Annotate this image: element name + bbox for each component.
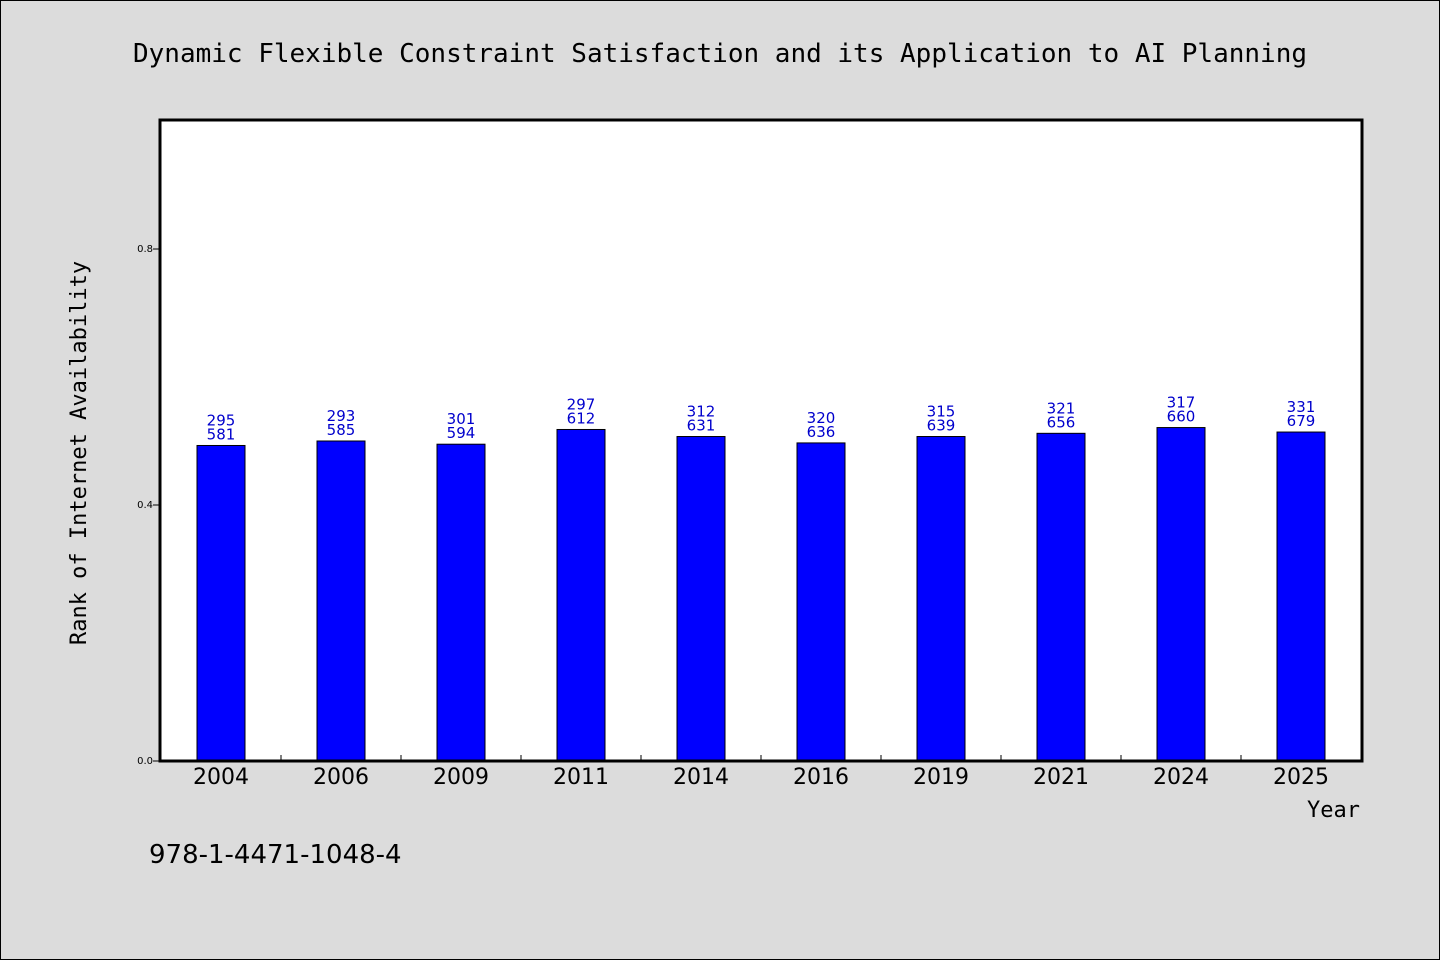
y-axis-ticks: 0.0 0.4 0.8	[137, 244, 161, 767]
y-axis-title: Rank of Internet Availability	[67, 261, 92, 645]
y-tick-label: 0.4	[137, 500, 153, 511]
bar-label-bottom: 636	[807, 423, 836, 441]
x-tick-label: 2014	[673, 765, 729, 790]
chart-title: Dynamic Flexible Constraint Satisfaction…	[133, 39, 1307, 69]
x-tick-label: 2019	[913, 765, 969, 790]
bar-label-bottom: 594	[447, 424, 476, 442]
bar-2019	[916, 436, 966, 762]
bar-2009	[436, 443, 486, 762]
bar-label-bottom: 581	[207, 425, 236, 443]
bars-group	[196, 427, 1326, 762]
bar-2016	[796, 442, 846, 762]
x-tick-label: 2004	[193, 765, 249, 790]
x-tick-label: 2011	[553, 765, 609, 790]
bar-label-bottom: 679	[1287, 412, 1316, 430]
x-tick-label: 2016	[793, 765, 849, 790]
bar-label-bottom: 612	[567, 409, 596, 427]
bar-label-top: 321	[1047, 399, 1076, 417]
bar-label-top: 315	[927, 403, 956, 421]
bar-2014	[676, 436, 726, 762]
plot-border	[158, 118, 1364, 763]
isbn-label: 978-1-4471-1048-4	[149, 840, 402, 870]
bar-label-bottom: 585	[327, 421, 356, 439]
x-tick-label: 2006	[313, 765, 369, 790]
category-labels-group: 2004 2006 2009 2011 2014 2016 2019 2021 2024 2025	[193, 765, 1329, 790]
x-tick-label: 2021	[1033, 765, 1089, 790]
bar-label-top: 331	[1287, 398, 1316, 416]
bar-label-bottom: 656	[1047, 413, 1076, 431]
bar-label-bottom: 660	[1167, 408, 1196, 426]
x-tick-label: 2009	[433, 765, 489, 790]
x-tick-label: 2025	[1273, 765, 1329, 790]
bar-2021	[1036, 432, 1086, 762]
bar-label-top: 293	[327, 407, 356, 425]
bar-2024	[1156, 427, 1206, 762]
bar-label-top: 301	[447, 410, 476, 428]
bar-label-bottom: 639	[927, 417, 956, 435]
bar-2025	[1276, 431, 1326, 762]
x-axis-title: Year	[1307, 798, 1360, 823]
bar-label-top: 317	[1167, 394, 1196, 412]
y-tick-label: 0.0	[137, 756, 153, 767]
bar-2004	[196, 444, 246, 762]
bar-label-top: 320	[807, 409, 836, 427]
x-tick-label: 2024	[1153, 765, 1209, 790]
bar-label-top: 312	[687, 403, 716, 421]
bar-2011	[556, 428, 606, 762]
bar-label-bottom: 631	[687, 417, 716, 435]
bar-label-top: 297	[567, 395, 596, 413]
bar-2006	[316, 440, 366, 762]
y-tick-label: 0.8	[137, 244, 153, 255]
bar-label-top: 295	[207, 411, 236, 429]
